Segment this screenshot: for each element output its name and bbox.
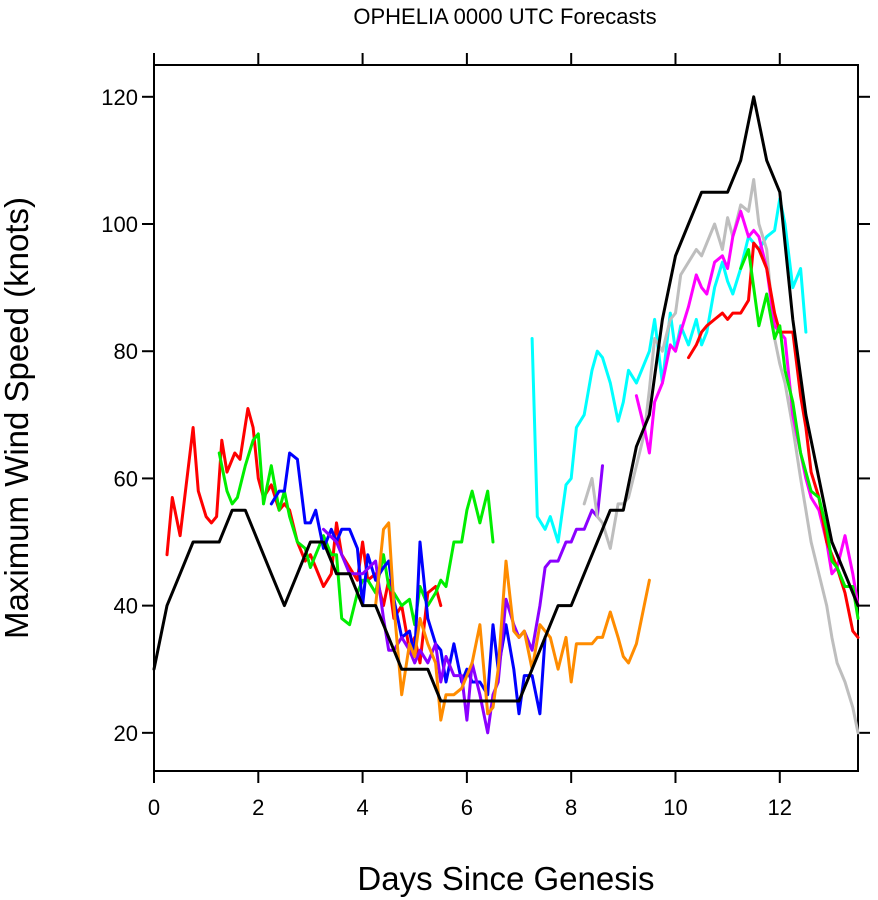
- series-line-9: [687, 241, 860, 639]
- series-line-8: [634, 209, 860, 608]
- x-tick-label: 0: [148, 795, 160, 820]
- x-axis-label: Days Since Genesis: [357, 860, 654, 897]
- x-tick-label: 12: [768, 795, 792, 820]
- axis-tick-labels: 0 2 4 6 8 10 12 20 40 60 80 100 120: [101, 85, 792, 820]
- y-tick-label: 120: [101, 85, 138, 110]
- series-line-2: [217, 432, 495, 627]
- x-tick-label: 4: [356, 795, 368, 820]
- series-line-10: [739, 248, 860, 620]
- x-tick-label: 10: [663, 795, 687, 820]
- x-tick-label: 6: [461, 795, 473, 820]
- series-lines: [152, 95, 860, 735]
- series-line-4: [322, 464, 604, 735]
- x-tick-label: 8: [565, 795, 577, 820]
- plot-frame: [153, 64, 859, 772]
- x-tick-label: 2: [252, 795, 264, 820]
- y-tick-label: 80: [114, 339, 138, 364]
- chart-title: OPHELIA 0000 UTC Forecasts: [353, 4, 656, 29]
- y-axis-label: Maximum Wind Speed (knots): [0, 197, 35, 639]
- y-tick-label: 60: [114, 466, 138, 491]
- series-line-5: [374, 521, 651, 722]
- y-tick-label: 100: [101, 212, 138, 237]
- axis-ticks: [142, 53, 870, 783]
- series-line-0: [152, 95, 860, 703]
- series-line-6: [530, 197, 808, 544]
- y-tick-label: 20: [114, 721, 138, 746]
- series-line-7: [582, 178, 860, 735]
- y-tick-label: 40: [114, 594, 138, 619]
